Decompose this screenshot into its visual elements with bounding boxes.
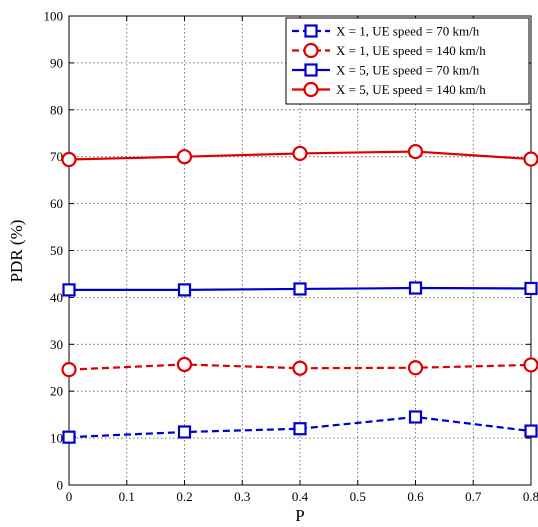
data-point xyxy=(61,151,77,168)
series-2 xyxy=(61,356,538,378)
data-point xyxy=(523,151,538,167)
y-tick-label: 0 xyxy=(57,478,64,493)
y-tick-label: 60 xyxy=(50,196,63,211)
legend-marker xyxy=(304,63,318,77)
data-point xyxy=(407,360,424,376)
data-point xyxy=(176,149,193,165)
x-tick-label: 0.6 xyxy=(407,489,424,504)
data-point xyxy=(292,360,308,376)
data-point xyxy=(523,357,538,373)
series-1 xyxy=(62,410,538,444)
y-tick-label: 80 xyxy=(50,102,63,117)
x-tick-label: 0 xyxy=(66,489,73,504)
legend-item: X = 5, UE speed = 140 km/h xyxy=(292,81,486,98)
legend-marker xyxy=(303,81,319,98)
y-tick-label: 20 xyxy=(50,384,63,399)
y-tick-label: 70 xyxy=(50,149,63,164)
data-point xyxy=(524,281,538,296)
y-tick-label: 10 xyxy=(50,431,63,446)
legend-label: X = 1, UE speed = 70 km/h xyxy=(336,24,480,39)
legend-item: X = 5, UE speed = 70 km/h xyxy=(292,63,480,78)
x-tick-label: 0.3 xyxy=(234,489,250,504)
data-point xyxy=(61,362,77,378)
data-point xyxy=(177,283,192,297)
x-tick-label: 0.1 xyxy=(119,489,135,504)
y-tick-label: 90 xyxy=(50,55,63,70)
x-axis-label: P xyxy=(295,506,304,525)
series-group xyxy=(61,143,538,444)
y-axis-label: PDR (%) xyxy=(7,220,26,283)
legend-item: X = 1, UE speed = 140 km/h xyxy=(292,42,486,59)
x-tick-label: 0.2 xyxy=(176,489,192,504)
y-tick-label: 50 xyxy=(50,243,63,258)
legend-marker xyxy=(304,24,318,38)
data-point xyxy=(293,282,307,296)
legend: X = 1, UE speed = 70 km/h X = 1, UE speed… xyxy=(285,17,530,105)
x-tick-label: 0.7 xyxy=(465,489,482,504)
data-point xyxy=(177,425,192,439)
data-point xyxy=(293,422,307,436)
legend-label: X = 5, UE speed = 70 km/h xyxy=(336,63,480,78)
x-tick-label: 0.4 xyxy=(292,489,309,504)
data-point xyxy=(524,424,538,438)
data-point xyxy=(62,430,76,444)
x-tick-label: 0.5 xyxy=(350,489,366,504)
legend-label: X = 1, UE speed = 140 km/h xyxy=(336,43,486,58)
series-3 xyxy=(62,281,538,297)
data-point xyxy=(407,143,424,160)
y-tick-label: 30 xyxy=(50,337,63,352)
data-point xyxy=(176,356,193,373)
legend-marker xyxy=(303,42,319,59)
series-4 xyxy=(61,143,538,168)
data-point xyxy=(408,410,423,424)
data-point xyxy=(62,283,76,297)
x-tick-label: 0.8 xyxy=(523,489,538,504)
legend-label: X = 5, UE speed = 140 km/h xyxy=(336,82,486,97)
legend-item: X = 1, UE speed = 70 km/h xyxy=(292,24,480,39)
axes: 0 0.1 0.2 0.3 0.4 0.5 0.6 0.7 0.8 0 10 20 30 40 50 60 70… xyxy=(44,9,538,505)
data-point xyxy=(292,145,308,162)
data-point xyxy=(408,281,423,295)
y-tick-label: 100 xyxy=(44,9,64,24)
y-tick-label: 40 xyxy=(50,290,63,305)
